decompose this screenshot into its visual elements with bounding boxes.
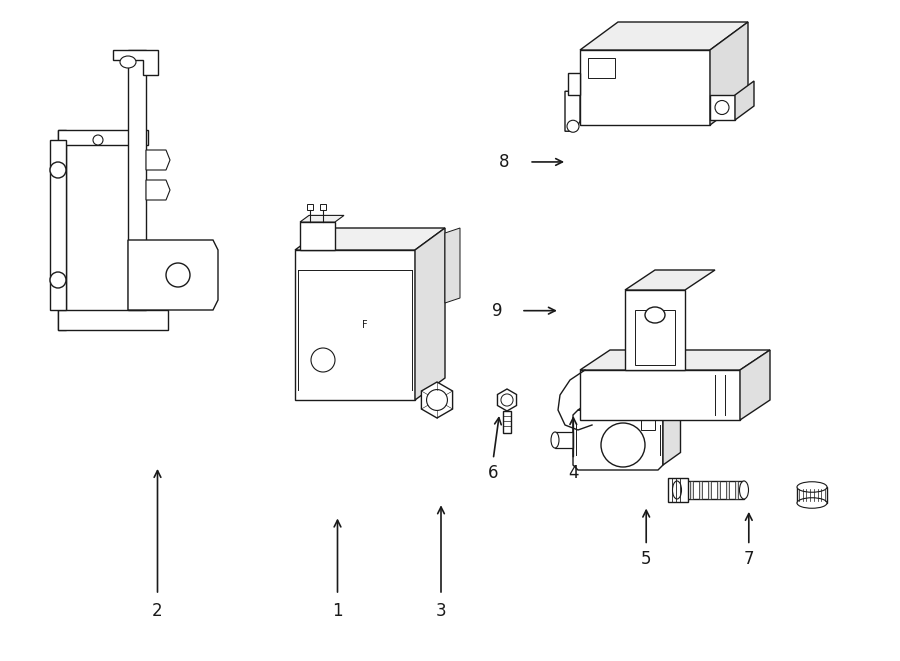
Polygon shape (580, 370, 740, 420)
Text: 5: 5 (641, 549, 652, 568)
Circle shape (715, 100, 729, 114)
Text: 9: 9 (491, 301, 502, 320)
Ellipse shape (672, 481, 681, 499)
Polygon shape (699, 481, 702, 499)
Polygon shape (565, 91, 580, 132)
Text: 8: 8 (499, 153, 509, 171)
Polygon shape (797, 487, 827, 503)
Polygon shape (300, 215, 344, 222)
Polygon shape (58, 130, 66, 330)
Ellipse shape (740, 481, 749, 499)
Polygon shape (641, 418, 655, 430)
Polygon shape (128, 240, 218, 310)
Polygon shape (50, 140, 66, 310)
Ellipse shape (797, 498, 827, 508)
Polygon shape (555, 432, 573, 448)
Ellipse shape (645, 307, 665, 323)
Polygon shape (307, 204, 313, 210)
Polygon shape (146, 150, 170, 170)
Circle shape (567, 120, 579, 132)
Circle shape (601, 423, 645, 467)
Polygon shape (717, 481, 720, 499)
Polygon shape (668, 478, 688, 502)
Polygon shape (568, 73, 580, 95)
Ellipse shape (797, 482, 827, 492)
Polygon shape (588, 58, 615, 78)
Polygon shape (740, 350, 770, 420)
Polygon shape (635, 310, 675, 365)
Polygon shape (625, 290, 685, 370)
Polygon shape (690, 481, 693, 499)
Text: 7: 7 (743, 549, 754, 568)
Circle shape (93, 135, 103, 145)
Polygon shape (580, 350, 770, 370)
Text: 2: 2 (152, 602, 163, 621)
Ellipse shape (120, 56, 136, 68)
Polygon shape (580, 50, 710, 125)
Polygon shape (295, 250, 415, 400)
Polygon shape (710, 95, 735, 120)
Polygon shape (295, 228, 445, 250)
Polygon shape (58, 310, 168, 330)
Text: 1: 1 (332, 602, 343, 621)
Polygon shape (663, 403, 680, 465)
Polygon shape (708, 481, 711, 499)
Circle shape (50, 162, 66, 178)
Polygon shape (113, 50, 158, 75)
Text: F: F (362, 320, 368, 330)
Polygon shape (503, 411, 511, 433)
Polygon shape (735, 81, 754, 120)
Polygon shape (578, 397, 676, 410)
Polygon shape (445, 228, 460, 303)
Polygon shape (573, 410, 663, 470)
Polygon shape (681, 481, 684, 499)
Polygon shape (498, 389, 517, 411)
Circle shape (311, 348, 335, 372)
Circle shape (427, 389, 447, 410)
Text: 6: 6 (488, 463, 499, 482)
Polygon shape (580, 22, 748, 50)
Polygon shape (625, 270, 715, 290)
Polygon shape (128, 50, 146, 310)
Polygon shape (58, 130, 148, 145)
Polygon shape (146, 180, 170, 200)
Polygon shape (726, 481, 729, 499)
Polygon shape (677, 481, 744, 499)
Circle shape (501, 394, 513, 406)
Polygon shape (415, 228, 445, 400)
Polygon shape (320, 204, 326, 210)
Polygon shape (421, 382, 453, 418)
Polygon shape (300, 222, 335, 250)
Ellipse shape (551, 432, 559, 448)
Text: 4: 4 (568, 463, 579, 482)
Circle shape (50, 272, 66, 288)
Polygon shape (735, 481, 738, 499)
Text: 3: 3 (436, 602, 446, 621)
Polygon shape (710, 22, 748, 125)
Circle shape (166, 263, 190, 287)
